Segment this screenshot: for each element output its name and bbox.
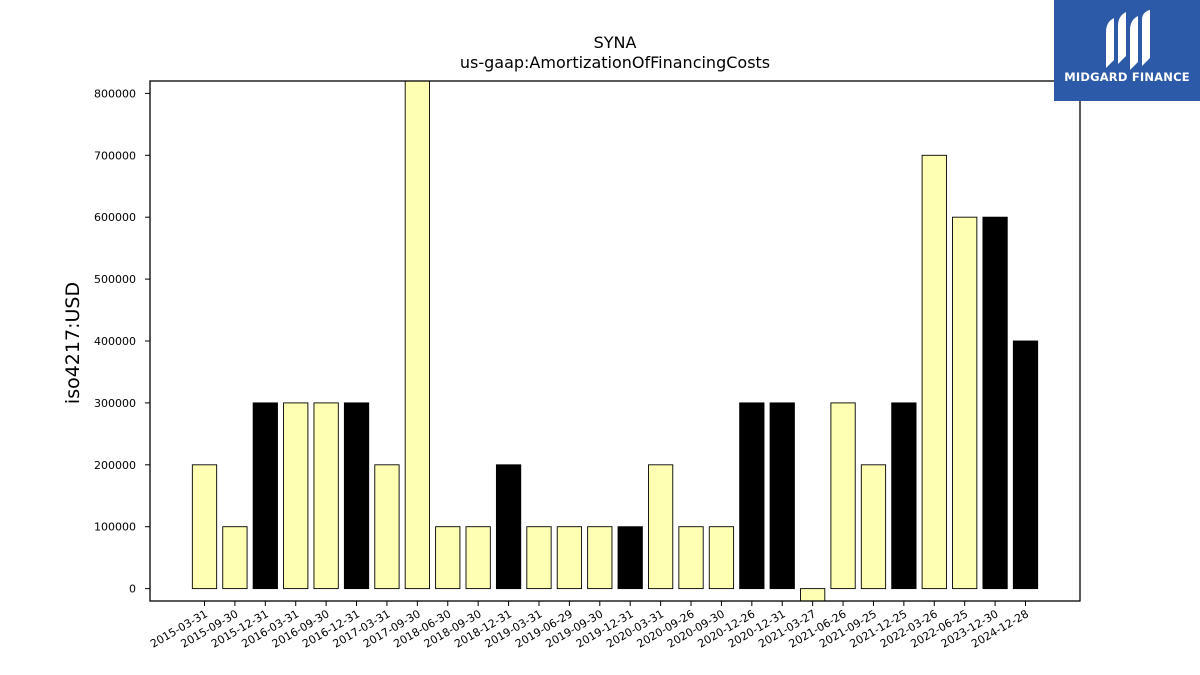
- chart-subtitle: us-gaap:AmortizationOfFinancingCosts: [460, 53, 770, 72]
- x-axis-ticks: 2015-03-312015-09-302015-12-312016-03-31…: [148, 601, 1031, 651]
- bar-2016-09-30: [313, 402, 339, 590]
- bar-2015-03-31: [191, 464, 218, 590]
- brand-mark-icon: [1106, 10, 1150, 70]
- bar-2017-03-31: [374, 464, 400, 590]
- y-tick-label: 400000: [94, 335, 136, 348]
- bar-2020-12-26: [739, 402, 765, 590]
- bar-2019-03-31: [526, 526, 552, 590]
- chart-title: SYNA: [594, 33, 637, 52]
- y-tick-label: 100000: [94, 521, 136, 534]
- y-tick-label: 800000: [94, 87, 136, 100]
- bar-2020-09-26: [678, 526, 704, 590]
- bar-2022-06-25: [952, 216, 978, 590]
- plot-frame: [149, 80, 1081, 602]
- y-tick-label: 600000: [94, 211, 136, 224]
- bar-2020-12-31: [769, 402, 795, 590]
- bar-2018-12-31: [495, 464, 522, 590]
- brand-name: MIDGARD FINANCE: [1064, 70, 1190, 84]
- bar-2021-09-25: [860, 464, 887, 590]
- brand-logo: MIDGARD FINANCE: [1054, 0, 1200, 101]
- bar-2017-09-30: [404, 80, 430, 590]
- y-tick-label: 200000: [94, 459, 136, 472]
- bar-2020-09-30: [708, 526, 735, 590]
- bar-2021-12-25: [891, 402, 917, 590]
- bar-2019-12-31: [617, 526, 643, 590]
- bar-2015-09-30: [222, 526, 248, 590]
- bar-2021-06-26: [830, 402, 856, 590]
- bar-2023-12-30: [982, 216, 1008, 590]
- bar-2019-09-30: [587, 526, 613, 590]
- y-axis-ticks: 0 100000 200000 300000 400000 500000 600000 700…: [94, 87, 150, 596]
- bar-2016-03-31: [283, 402, 309, 590]
- y-tick-label: 700000: [94, 149, 136, 162]
- bar-2019-06-29: [556, 526, 583, 590]
- y-tick-label: 300000: [94, 397, 136, 410]
- bar-2015-12-31: [252, 402, 278, 590]
- bar-2016-12-31: [343, 402, 370, 590]
- bar-2022-03-26: [921, 154, 947, 590]
- bars-layer: [191, 80, 1039, 602]
- bar-2024-12-28: [1012, 340, 1039, 590]
- bar-2020-03-31: [648, 464, 674, 590]
- bar-2018-09-30: [465, 526, 491, 590]
- bar-2018-06-30: [435, 526, 461, 590]
- y-tick-label: 0: [129, 583, 136, 596]
- y-tick-label: 500000: [94, 273, 136, 286]
- y-axis-label: iso4217:USD: [62, 282, 84, 404]
- bar-2021-03-27: [800, 588, 826, 602]
